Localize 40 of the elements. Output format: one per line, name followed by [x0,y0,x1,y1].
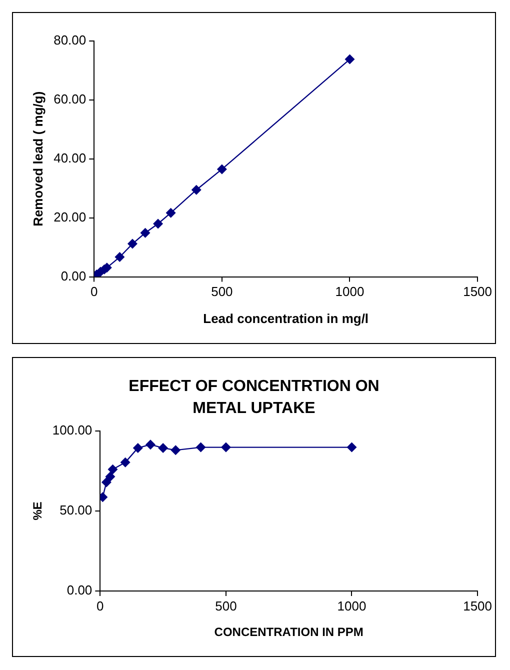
point [127,238,138,249]
point [196,442,206,452]
point [140,228,150,238]
y-tick-label: 40.00 [54,150,86,166]
y-tick-label: 60.00 [54,92,86,107]
point [132,442,143,453]
x-tick-label: 0 [96,598,104,614]
x-tick-label: 1500 [463,598,492,614]
point [216,164,227,174]
point [105,472,116,482]
y-tick-label: 100.00 [52,422,92,438]
point [153,218,164,229]
point [191,184,202,195]
point [170,445,181,456]
point [346,442,357,452]
x-tick-label: 0 [90,284,98,300]
x-tick-label: 1000 [337,598,366,614]
y-axis-title: Removed lead ( mg/g) [30,91,46,226]
x-tick-label: 1500 [463,284,492,300]
y-tick-label: 50.00 [60,502,92,518]
point [108,464,118,474]
x-tick-label: 500 [211,284,233,300]
x-axis-title: Lead concentration in mg/l [203,310,369,326]
y-axis-title: %E [30,502,45,520]
point [158,442,168,453]
y-tick-label: 0.00 [60,268,86,284]
y-tick-label: 20.00 [54,209,86,224]
x-axis-title: CONCENTRATION IN PPM [214,625,364,640]
x-tick-label: 1000 [335,284,364,300]
point [101,477,112,488]
point [220,442,231,452]
y-tick-label: 0.00 [66,582,92,598]
x-tick-label: 500 [215,598,237,614]
point [166,208,176,218]
chart-title: EFFECT OF CONCENTRTION ON METAL UPTAKE [128,377,380,419]
point [114,252,125,262]
y-tick-label: 80.00 [54,32,86,48]
point [344,54,355,64]
point [145,440,156,450]
point [120,457,130,468]
